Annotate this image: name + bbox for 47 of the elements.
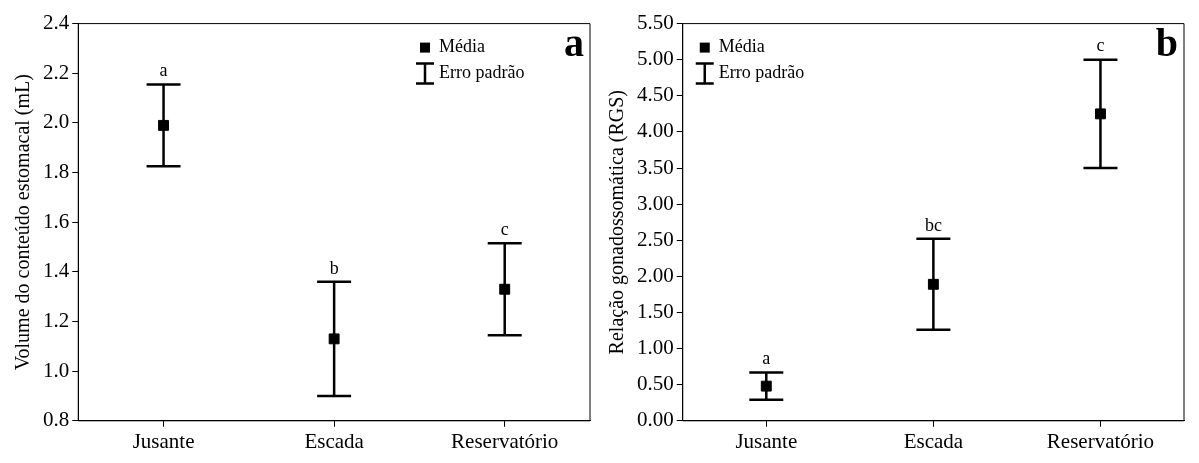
x-tick-label: Escada <box>903 428 964 453</box>
y-tick-label: 2.2 <box>43 59 70 84</box>
annotation: b <box>329 257 339 278</box>
y-tick-label: 1.00 <box>637 335 674 360</box>
annotation: bc <box>924 214 942 235</box>
y-axis-title: Relação gonadossomática (RGS) <box>605 90 629 355</box>
y-tick-label: 0.50 <box>637 371 674 396</box>
y-tick-label: 2.4 <box>43 10 70 35</box>
y-tick-label: 1.50 <box>637 298 674 323</box>
legend-label: Média <box>439 36 485 57</box>
y-tick-label: 4.00 <box>637 118 674 143</box>
y-tick-label: 2.50 <box>637 226 674 251</box>
y-axis-title: Volume do conteúdo estomacal (mL) <box>11 74 35 371</box>
y-tick-label: 0.00 <box>637 407 674 432</box>
y-tick-label: 3.00 <box>637 190 674 215</box>
point <box>927 278 939 290</box>
y-tick-label: 0.8 <box>43 407 70 432</box>
point <box>499 283 511 295</box>
y-tick-label: 1.8 <box>43 159 70 184</box>
annotation: Erro padrão <box>439 62 525 83</box>
y-tick-label: 4.50 <box>637 82 674 107</box>
point <box>1095 108 1106 120</box>
y-tick-label: 5.00 <box>637 46 674 71</box>
annotation: a <box>159 60 168 81</box>
annotation: Erro padrão <box>718 62 805 83</box>
annotation: c <box>1096 35 1105 56</box>
y-tick-label: 2.0 <box>43 109 70 134</box>
x-tick-label: Reservatório <box>451 428 559 453</box>
x-tick-label: Jusante <box>735 428 798 453</box>
y-tick-label: 5.50 <box>637 10 674 35</box>
y-tick-label: 1.4 <box>43 258 70 283</box>
y-tick-label: 1.0 <box>43 357 70 382</box>
annotation: b <box>1155 19 1178 65</box>
y-tick-label: 1.6 <box>43 208 70 233</box>
point <box>760 380 772 392</box>
y-tick-label: 3.50 <box>637 154 674 179</box>
point <box>158 119 169 131</box>
x-tick-label: Jusante <box>132 428 195 453</box>
y-tick-label: 2.00 <box>637 262 674 287</box>
annotation: a <box>564 19 584 65</box>
x-tick-label: Reservatório <box>1046 428 1155 453</box>
annotation: c <box>500 219 509 240</box>
point <box>328 333 340 345</box>
y-tick-label: 1.2 <box>43 308 70 333</box>
annotation: a <box>762 348 771 369</box>
legend-label: Média <box>718 36 765 57</box>
x-tick-label: Escada <box>304 428 365 453</box>
